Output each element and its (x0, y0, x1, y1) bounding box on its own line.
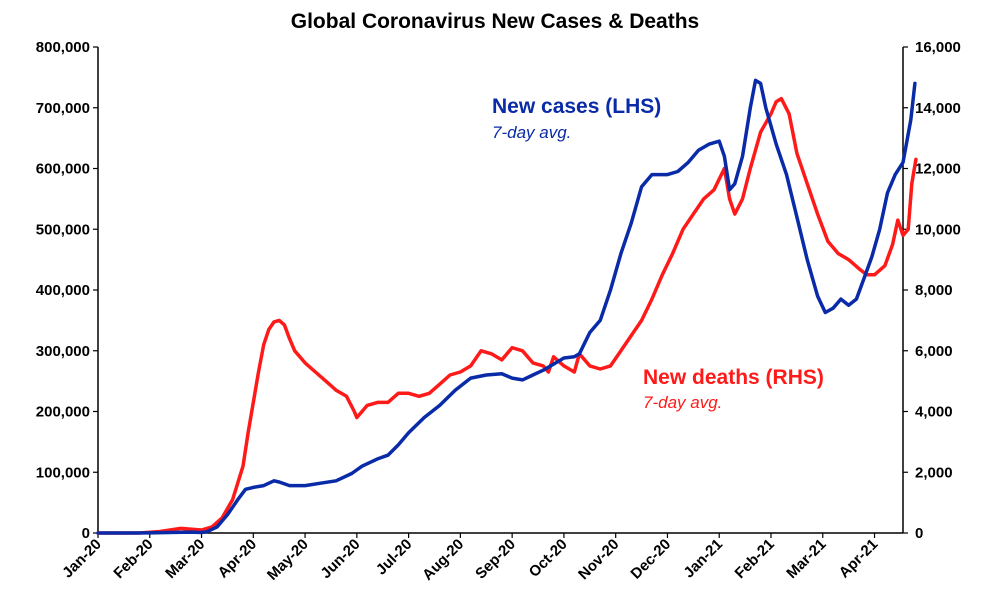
right-tick-label: 6,000 (915, 343, 953, 360)
left-tick-label: 0 (82, 525, 90, 542)
x-tick-label: Feb-21 (732, 536, 778, 582)
annotation-cases-subtitle: 7-day avg. (492, 123, 571, 142)
x-tick-label: Dec-20 (627, 536, 674, 583)
x-tick-label: Jan-21 (680, 536, 726, 582)
x-tick-label: Feb-20 (110, 536, 156, 582)
left-tick-label: 700,000 (36, 100, 90, 117)
left-axis-ticks: 0 100,000 200,000 300,000 400,000 500,000 600,… (36, 39, 98, 542)
left-tick-label: 400,000 (36, 282, 90, 299)
x-tick-label: Jul-20 (373, 536, 416, 579)
x-tick-label: Apr-21 (836, 536, 882, 582)
x-axis-ticks: Jan-20 Feb-20 Mar-20 Apr-20 May-20 Jun-20 Jul-… (59, 533, 881, 584)
series-line-new-deaths (96, 96, 918, 535)
x-tick-label: Oct-20 (526, 536, 571, 581)
chart-title: Global Coronavirus New Cases & Deaths (291, 10, 699, 33)
x-tick-label: Mar-21 (783, 536, 829, 582)
left-tick-label: 100,000 (36, 464, 90, 481)
axes (97, 47, 904, 534)
right-tick-label: 12,000 (915, 161, 961, 178)
right-tick-label: 4,000 (915, 404, 953, 421)
x-tick-label: Sep-20 (472, 536, 519, 583)
right-tick-label: 14,000 (915, 100, 961, 117)
annotation-deaths-name: New deaths (RHS) (643, 366, 824, 389)
x-tick-label: May-20 (264, 536, 312, 584)
left-tick-label: 200,000 (36, 404, 90, 421)
annotation-cases-name: New cases (LHS) (492, 95, 661, 118)
right-tick-label: 0 (915, 525, 923, 542)
left-tick-label: 500,000 (36, 221, 90, 238)
right-tick-label: 10,000 (915, 221, 961, 238)
x-tick-label: Apr-20 (215, 536, 261, 582)
left-tick-label: 800,000 (36, 39, 90, 56)
x-tick-label: Aug-20 (419, 536, 467, 584)
right-tick-label: 8,000 (915, 282, 953, 299)
right-tick-label: 16,000 (915, 39, 961, 56)
series-line-new-cases (96, 78, 917, 535)
x-tick-label: Jan-20 (59, 536, 105, 582)
right-axis-ticks: 0 2,000 4,000 6,000 8,000 10,000 12,000 14,000 1… (903, 39, 961, 542)
x-tick-label: Mar-20 (162, 536, 208, 582)
left-tick-label: 600,000 (36, 161, 90, 178)
annotation-deaths-subtitle: 7-day avg. (643, 393, 722, 412)
x-tick-label: Jun-20 (317, 536, 363, 582)
right-tick-label: 2,000 (915, 464, 953, 481)
left-tick-label: 300,000 (36, 343, 90, 360)
x-tick-label: Nov-20 (575, 536, 622, 583)
